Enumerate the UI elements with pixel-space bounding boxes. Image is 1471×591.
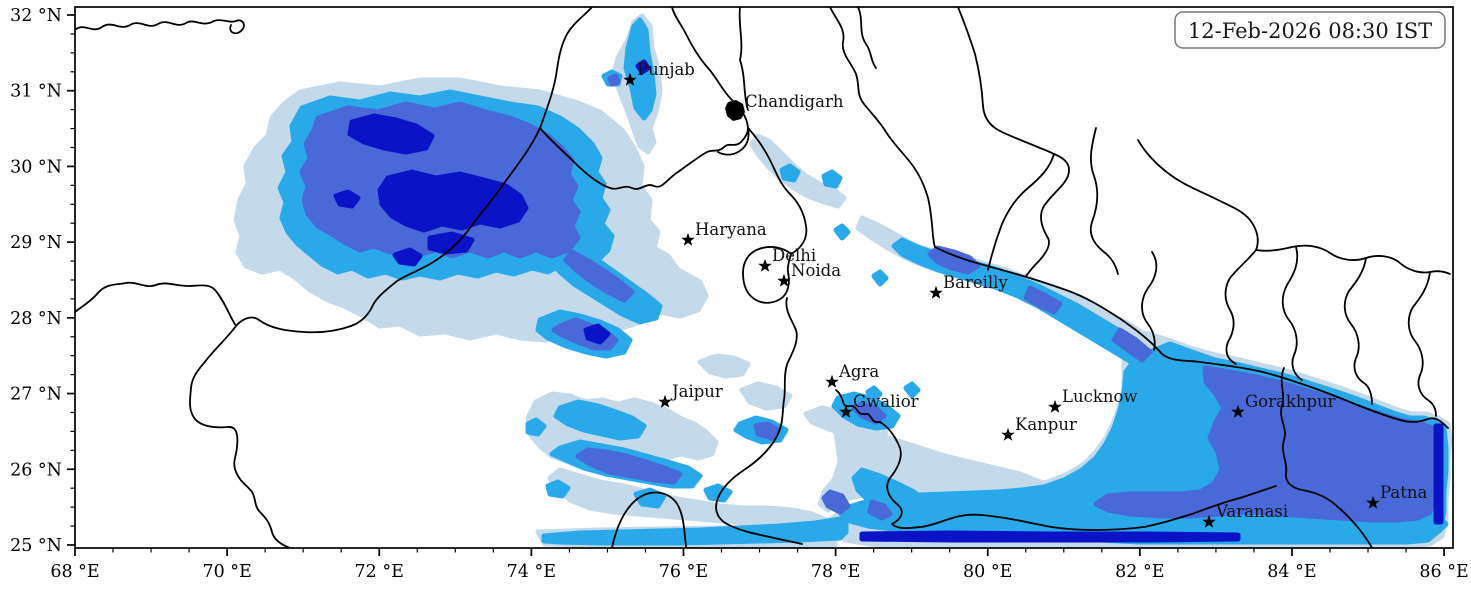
boundary-delhi	[742, 246, 792, 304]
boundary-mp-loop	[611, 491, 687, 548]
boundary-pak-border-west	[75, 281, 237, 327]
boundary-yamuna-north	[747, 127, 808, 255]
city-star-icon	[1001, 427, 1015, 441]
x-tick-label: 80 °E	[963, 562, 1012, 582]
boundary-nepal-prov-5	[1343, 257, 1373, 405]
y-tick-label: 26 °N	[10, 460, 62, 480]
state-boundaries	[75, 7, 1451, 548]
boundary-nepal-west	[1089, 127, 1119, 275]
axis-ticks: 68 °E 70 °E 72 °E 74 °E 76 °E 78 °E 80 °E 82 °E…	[10, 6, 1469, 582]
boundary-nepal	[934, 246, 1449, 429]
city-label: Lucknow	[1062, 387, 1138, 406]
x-tick-label: 76 °E	[659, 562, 708, 582]
city-label: Punjab	[637, 60, 695, 79]
plot-frame	[74, 6, 1454, 549]
y-tick-label: 27 °N	[10, 385, 62, 405]
y-tick-label: 25 °N	[10, 536, 62, 556]
y-tick-label: 30 °N	[10, 157, 62, 177]
x-tick-label: 86 °E	[1419, 562, 1468, 582]
city-star-icon	[758, 258, 772, 272]
city-star-icon	[623, 72, 637, 86]
city-label: Agra	[838, 362, 879, 381]
city-label: Kanpur	[1015, 415, 1077, 434]
boundary-nepal-prov-2	[1224, 249, 1257, 365]
boundary-chandigarh-spur	[717, 127, 750, 156]
boundary-up-mp	[835, 389, 1277, 531]
x-tick-label: 74 °E	[507, 562, 556, 582]
city-label: Delhi	[772, 246, 816, 265]
boundary-uttarakhand-west	[957, 7, 1055, 155]
boundary-punjab-south	[539, 127, 749, 190]
boundary-nepal-north	[1137, 139, 1259, 251]
city-star-icon	[1048, 399, 1062, 413]
city-label: Bareilly	[943, 273, 1008, 292]
city-star-icon	[1366, 495, 1380, 509]
boundary-pak-border-south	[189, 325, 291, 548]
timestamp-frame	[1174, 11, 1446, 49]
city-star-icon	[929, 285, 943, 299]
fog-layer-very-dense	[333, 59, 1444, 543]
boundary-punjab-west	[539, 7, 593, 129]
boundary-nepal-prov-4	[1281, 246, 1303, 381]
city-star-icon	[777, 273, 791, 287]
city-label: Gorakhpur	[1245, 392, 1336, 411]
timestamp-box: 12-Feb-2026 08:30 IST	[1174, 11, 1446, 49]
city-star-icon	[731, 104, 745, 118]
boundary-himachal-wedge	[738, 7, 749, 111]
boundary-uttarakhand-se	[1025, 153, 1070, 277]
city-label: Patna	[1380, 483, 1427, 502]
y-tick-label: 28 °N	[10, 309, 62, 329]
boundary-pak-border	[235, 127, 541, 334]
boundary-yamuna-south	[715, 297, 803, 545]
city-star-icon	[1202, 514, 1216, 528]
city-star-icon	[681, 232, 695, 246]
x-tick-label: 72 °E	[355, 562, 404, 582]
y-tick-label: 32 °N	[10, 6, 62, 26]
boundary-top-left-squiggle	[75, 19, 245, 35]
y-tick-label: 29 °N	[10, 233, 62, 253]
x-tick-label: 82 °E	[1115, 562, 1164, 582]
x-tick-label: 68 °E	[50, 562, 99, 582]
city-star-icon	[658, 394, 672, 408]
city-label: Gwalior	[853, 392, 919, 411]
x-tick-label: 78 °E	[811, 562, 860, 582]
city-star-icon	[1231, 404, 1245, 418]
y-tick-label: 31 °N	[10, 82, 62, 102]
boundary-nepal-prov-1	[1141, 251, 1158, 351]
x-tick-label: 84 °E	[1267, 562, 1316, 582]
city-label: Haryana	[695, 220, 767, 239]
city-label: Noida	[791, 261, 841, 280]
city-star-icon	[839, 404, 853, 418]
boundary-up-bihar	[1280, 367, 1373, 548]
timestamp-text: 12-Feb-2026 08:30 IST	[1188, 19, 1432, 43]
boundary-nepal-prov-6	[1407, 271, 1437, 417]
boundary-himachal-spur	[857, 7, 877, 69]
boundary-himachal	[829, 7, 936, 248]
boundary-uttarakhand-sw	[987, 153, 1055, 271]
city-label: Chandigarh	[745, 92, 844, 111]
x-tick-label: 70 °E	[202, 562, 251, 582]
city-label: Varanasi	[1215, 502, 1288, 521]
city-star-icon	[825, 374, 839, 388]
city-label: Jaipur	[670, 382, 723, 401]
